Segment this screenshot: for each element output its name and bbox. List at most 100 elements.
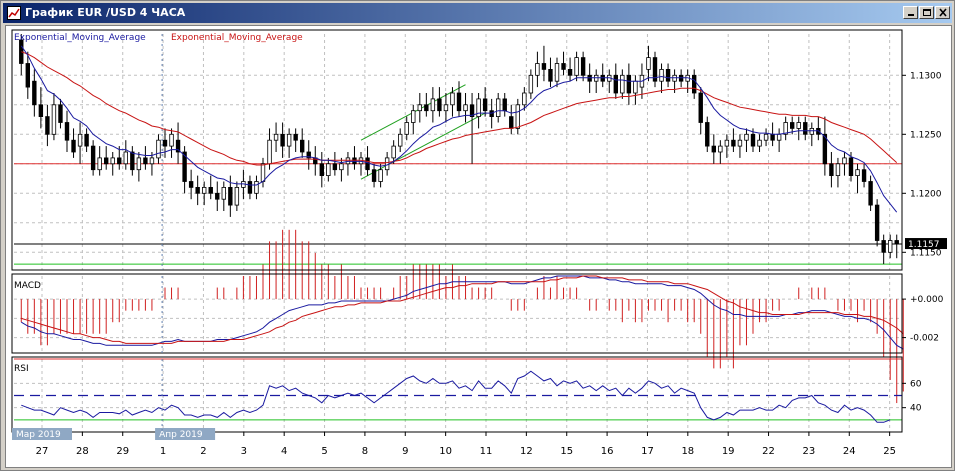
candle — [744, 128, 749, 152]
candle-body — [528, 74, 534, 94]
candle — [417, 93, 422, 123]
y-tick-label: 1.1150 — [910, 248, 942, 258]
trend-line-lower — [360, 112, 486, 180]
x-tick-label: 22 — [762, 446, 775, 457]
x-tick-label: 2 — [200, 446, 206, 457]
candle-body — [424, 104, 429, 112]
x-tick-label: 4 — [281, 446, 287, 457]
candle-body — [254, 181, 259, 194]
candle — [104, 146, 109, 170]
x-tick-label: 3 — [241, 446, 247, 457]
candle — [437, 87, 442, 117]
candle — [143, 146, 148, 170]
candle — [698, 87, 703, 135]
candle-body — [796, 122, 801, 129]
chart-canvas[interactable]: Exponential_Moving_Average Exponential_M… — [6, 26, 951, 467]
minimize-icon — [908, 14, 914, 16]
candle-body — [535, 63, 540, 76]
candle-body — [404, 122, 409, 135]
candle-body — [502, 98, 507, 112]
candle-body — [554, 63, 560, 82]
candle — [874, 199, 880, 247]
chart-area[interactable]: Exponential_Moving_Average Exponential_M… — [5, 25, 952, 468]
candle — [776, 128, 782, 152]
candle — [221, 181, 226, 211]
candle — [476, 93, 481, 129]
candle — [881, 234, 886, 265]
y-tick-label: 1.1200 — [910, 189, 942, 199]
candle-body — [149, 157, 155, 165]
candle — [456, 81, 462, 117]
candle — [724, 134, 730, 158]
candle — [358, 152, 364, 176]
candle-body — [202, 186, 207, 194]
candle-body — [104, 157, 109, 165]
candle — [574, 51, 579, 82]
y-tick-label: +0.000 — [910, 295, 944, 305]
x-tick-label: 11 — [480, 446, 493, 457]
candle — [482, 87, 488, 117]
candle — [339, 157, 344, 182]
candle — [705, 116, 710, 152]
x-tick-label: 16 — [601, 446, 614, 457]
candle-body — [835, 163, 841, 177]
current-price-label: 1.1157 — [908, 240, 940, 250]
minimize-button[interactable] — [903, 6, 918, 19]
candle — [273, 122, 279, 152]
maximize-button[interactable] — [919, 6, 934, 19]
candle-body — [744, 133, 749, 141]
candle — [97, 146, 102, 176]
candle-body — [25, 63, 30, 88]
candle-body — [391, 145, 396, 159]
candle — [202, 181, 207, 206]
candle — [829, 152, 834, 188]
panel-frame — [11, 273, 903, 354]
candle — [665, 63, 671, 88]
candle — [626, 63, 632, 105]
candle-body — [574, 57, 579, 76]
candle-body — [182, 151, 187, 182]
x-tick-label: 5 — [321, 446, 327, 457]
candle-body — [247, 181, 253, 194]
candle-body — [580, 57, 586, 76]
candle-body — [365, 157, 370, 171]
candle-body — [117, 157, 122, 165]
candle — [32, 69, 37, 117]
candle-body — [855, 169, 860, 176]
candle — [796, 116, 801, 141]
candle — [352, 146, 357, 170]
candle — [502, 93, 507, 117]
candle — [835, 157, 841, 188]
x-tick-label: 25 — [883, 446, 896, 457]
candle-body — [665, 69, 671, 82]
window-title: График EUR /USD 4 ЧАСА — [25, 6, 186, 19]
candle-body — [38, 104, 44, 118]
candle — [123, 140, 128, 170]
candle — [548, 57, 553, 88]
y-tick-label: 1.1300 — [910, 71, 942, 81]
candle — [293, 128, 298, 152]
candle — [842, 152, 847, 176]
window-titlebar[interactable]: График EUR /USD 4 ЧАСА — [3, 3, 952, 23]
candle-body — [443, 104, 449, 112]
candle-body — [77, 133, 83, 147]
trend-lines — [360, 84, 486, 180]
candle-body — [306, 151, 311, 159]
candle — [711, 134, 716, 164]
x-tick-label: 24 — [843, 446, 856, 457]
x-tick-label: 12 — [520, 446, 533, 457]
candle — [541, 45, 547, 82]
legend-ema-blue: Exponential_Moving_Average — [14, 33, 146, 43]
candle-body — [633, 80, 638, 94]
candle-body — [64, 122, 70, 141]
candle-body — [594, 74, 599, 82]
candle-body — [894, 240, 899, 245]
macd-signal-line — [21, 275, 904, 344]
candle-body — [705, 122, 710, 147]
candle — [894, 234, 899, 259]
close-button[interactable] — [935, 6, 950, 19]
candle — [254, 175, 259, 200]
candle-body — [809, 128, 814, 135]
candle — [208, 175, 213, 200]
